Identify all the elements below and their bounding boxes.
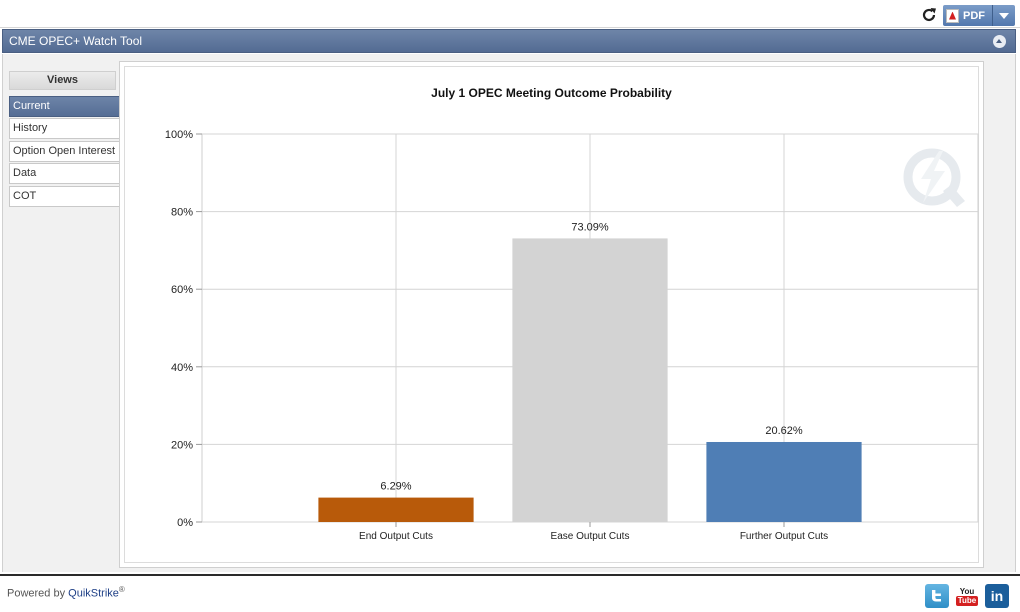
tool-title-bar: CME OPEC+ Watch Tool [2, 29, 1016, 53]
youtube-top-text: You [959, 586, 975, 596]
pdf-dropdown-button[interactable] [993, 5, 1015, 26]
y-tick-label: 80% [171, 207, 193, 219]
y-tick-label: 0% [177, 517, 193, 529]
linkedin-icon[interactable]: in [985, 584, 1009, 608]
youtube-bottom-text: Tube [955, 595, 979, 606]
powered-prefix: Powered by [7, 587, 69, 600]
y-tick-label: 60% [171, 284, 193, 296]
data-label: 6.29% [380, 481, 411, 493]
bar-end-output-cuts [318, 497, 474, 522]
bar-chart: 0% 20% 40% 60% 80% 100% 6.29% End Output Cuts 73… [165, 129, 979, 542]
chart-title: July 1 OPEC Meeting Outcome Probability [431, 86, 672, 100]
tool-title: CME OPEC+ Watch Tool [9, 34, 143, 48]
sidebar-item-cot[interactable]: COT [9, 186, 120, 207]
chart-panel: July 1 OPEC Meeting Outcome Probability … [119, 61, 984, 568]
data-label: 73.09% [571, 221, 609, 233]
refresh-icon[interactable] [920, 6, 938, 24]
sidebar-item-history[interactable]: History [9, 118, 120, 139]
pdf-export-group: PDF [943, 5, 1015, 26]
pdf-label: PDF [963, 9, 985, 22]
footer: Powered by QuikStrike® You Tube in [0, 574, 1020, 612]
pdf-export-button[interactable]: PDF [943, 5, 993, 26]
sidebar-item-current[interactable]: Current [9, 96, 120, 117]
views-header: Views [9, 71, 116, 90]
chart-area: July 1 OPEC Meeting Outcome Probability … [124, 66, 979, 563]
y-tick-label: 40% [171, 362, 193, 374]
youtube-icon[interactable]: You Tube [955, 584, 979, 608]
bar-ease-output-cuts [512, 238, 668, 522]
twitter-icon[interactable] [925, 584, 949, 608]
x-tick-label: Further Output Cuts [740, 531, 828, 542]
quikstrike-link[interactable]: QuikStrike [68, 587, 119, 600]
main-content: Views Current History Option Open Intere… [2, 54, 1016, 572]
top-toolbar: PDF [0, 0, 1020, 28]
quikstrike-watermark-icon [903, 148, 965, 207]
collapse-icon[interactable] [993, 35, 1006, 48]
registered-mark: ® [118, 585, 125, 594]
x-tick-label: End Output Cuts [359, 531, 433, 542]
sidebar-item-data[interactable]: Data [9, 163, 120, 184]
powered-by-text: Powered by QuikStrike® [7, 585, 125, 600]
bar-further-output-cuts [706, 441, 862, 522]
pdf-icon [946, 8, 959, 23]
x-tick-label: Ease Output Cuts [551, 531, 630, 542]
data-label: 20.62% [765, 425, 803, 437]
y-tick-label: 100% [165, 129, 193, 141]
y-tick-label: 20% [171, 439, 193, 451]
linkedin-text: in [990, 588, 1004, 604]
sidebar-item-option-open-interest[interactable]: Option Open Interest [9, 141, 120, 162]
